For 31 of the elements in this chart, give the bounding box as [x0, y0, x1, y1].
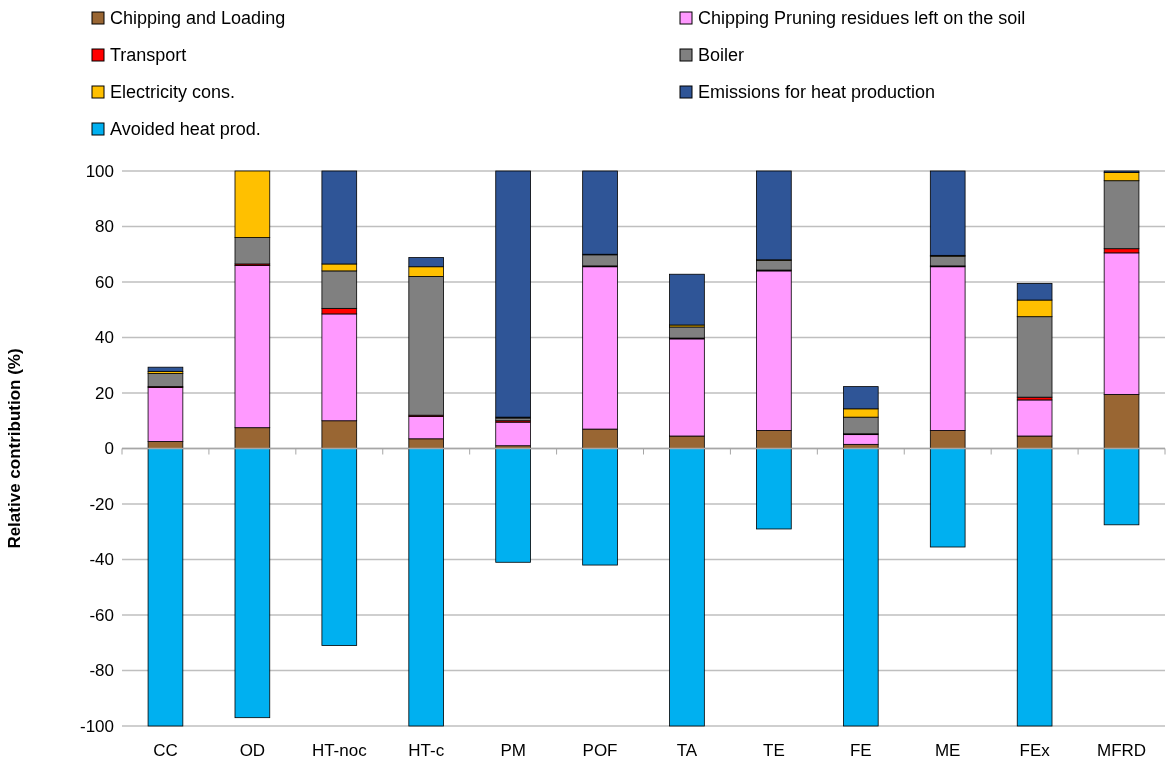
- x-tick-label: PM: [500, 741, 526, 760]
- y-tick-label: 40: [95, 328, 114, 348]
- y-tick-label: 80: [95, 217, 114, 237]
- x-tick-label: FEx: [1019, 741, 1051, 760]
- y-tick-label: -100: [79, 716, 114, 736]
- legend-label: Emissions for heat production: [698, 82, 936, 103]
- x-tick-label: POF: [582, 741, 618, 760]
- legend-label: Electricity cons.: [110, 82, 236, 103]
- y-tick-label: 0: [104, 439, 114, 459]
- x-tick-label: FE: [849, 741, 872, 760]
- y-tick-label: 20: [95, 383, 114, 403]
- legend-label: Boiler: [698, 45, 745, 66]
- legend-label: Avoided heat prod.: [110, 119, 261, 140]
- x-tick-label: ME: [934, 741, 961, 760]
- y-tick-label: -20: [89, 494, 114, 514]
- x-tick-label: TA: [676, 741, 698, 760]
- x-tick-label: HT-c: [408, 741, 445, 760]
- y-tick-label: -60: [89, 605, 114, 625]
- x-tick-label: OD: [239, 741, 266, 760]
- x-tick-label: TE: [763, 741, 785, 760]
- legend-label: Transport: [110, 45, 187, 66]
- y-tick-label: 100: [85, 161, 114, 181]
- y-tick-label: 60: [95, 272, 114, 292]
- x-tick-label: MFRD: [1096, 741, 1147, 760]
- y-tick-label: -40: [89, 550, 114, 570]
- y-axis-title: Relative contribution (%): [5, 348, 24, 549]
- x-tick-label: HT-noc: [311, 741, 368, 760]
- y-tick-label: -80: [89, 661, 114, 681]
- legend-label: Chipping Pruning residues left on the soil: [698, 8, 1026, 29]
- legend-label: Chipping and Loading: [110, 8, 286, 29]
- x-tick-label: CC: [153, 741, 178, 760]
